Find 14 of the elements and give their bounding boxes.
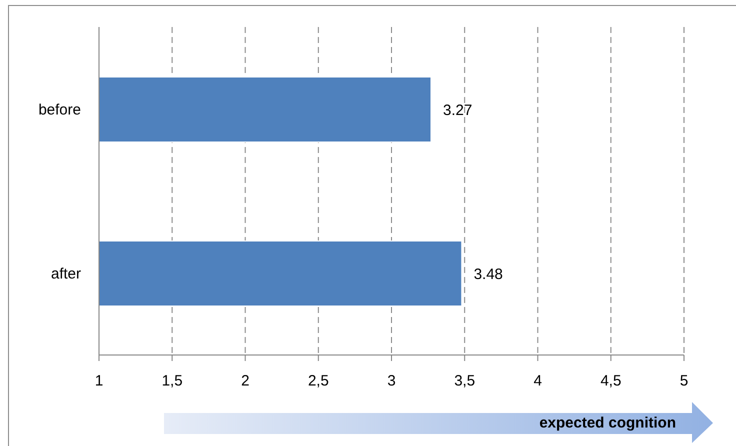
x-tick-label: 1,5	[162, 372, 183, 390]
x-tick-label: 5	[680, 372, 688, 390]
x-tick-label: 2,5	[308, 372, 329, 390]
x-tick-label: 4	[534, 372, 542, 390]
x-tick-label: 1	[94, 372, 104, 390]
y-tick-label: before	[38, 101, 81, 118]
x-tick-label: 3,5	[454, 372, 476, 390]
x-tick-label: 2	[241, 372, 250, 390]
y-tick-label: after	[50, 265, 82, 282]
data-label: 3.27	[442, 102, 472, 119]
x-tick-label: 3	[387, 372, 396, 390]
x-axis-title: expected cognition	[539, 414, 676, 432]
x-tick-label: 4,5	[600, 372, 622, 390]
data-label: 3.48	[474, 266, 503, 283]
